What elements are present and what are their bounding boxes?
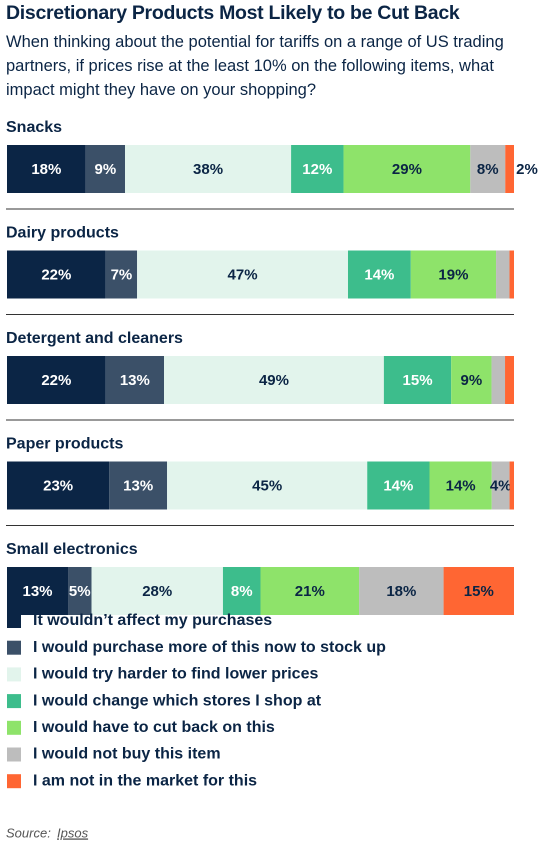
- category-label: Small electronics: [6, 541, 138, 558]
- data-label: 14%: [383, 477, 413, 494]
- legend-label: I am not in the market for this: [33, 772, 257, 789]
- data-label: 5%: [69, 583, 91, 600]
- bar-segment: [7, 356, 106, 404]
- category-label: Detergent and cleaners: [6, 330, 183, 347]
- bar-segment: [443, 567, 514, 615]
- data-label: 29%: [392, 161, 422, 178]
- category-label: Dairy products: [6, 225, 119, 242]
- bar-segment: [167, 461, 368, 510]
- data-label: 49%: [259, 372, 289, 389]
- legend-label: It wouldn’t affect my purchases: [33, 612, 272, 629]
- legend-swatch: [7, 747, 21, 762]
- bar-segment: [7, 250, 106, 299]
- data-label: 22%: [41, 372, 71, 389]
- legend-swatch: [7, 667, 21, 682]
- data-label: 12%: [302, 161, 332, 178]
- bar-segment: [505, 145, 514, 193]
- bar-segment: [7, 461, 110, 510]
- bar-segment: [410, 250, 497, 299]
- legend-swatch: [7, 640, 21, 655]
- legend-label: I would not buy this item: [33, 746, 221, 763]
- bar-segment: [509, 250, 514, 299]
- bar-segment: [343, 145, 471, 193]
- data-label: 14%: [446, 477, 476, 494]
- legend-label: I would have to cut back on this: [33, 719, 275, 736]
- bar-segment: [105, 250, 138, 299]
- category-label: Snacks: [6, 119, 62, 136]
- data-label: 8%: [477, 161, 499, 178]
- bar-segment: [470, 145, 506, 193]
- bar-segment: [383, 356, 452, 404]
- bar-segment: [260, 567, 360, 615]
- data-label: 9%: [94, 161, 116, 178]
- data-label: 22%: [41, 266, 71, 283]
- data-label: 8%: [231, 583, 253, 600]
- legend-swatch: [7, 720, 21, 735]
- bar-segment: [491, 461, 510, 510]
- category-label: Paper products: [6, 436, 123, 453]
- bar-segment: [164, 356, 384, 404]
- legend-swatch: [7, 694, 21, 709]
- data-label: 18%: [386, 583, 416, 600]
- bar-segment: [347, 250, 411, 299]
- bar-segment: [496, 250, 510, 299]
- bar-segment: [509, 461, 514, 510]
- bar-segment: [7, 567, 69, 615]
- legend-swatch: [7, 614, 21, 628]
- bar-segment: [137, 250, 348, 299]
- data-label: 14%: [364, 266, 394, 283]
- data-label: 18%: [31, 161, 61, 178]
- bar-segment: [505, 356, 514, 404]
- bar-segment: [7, 145, 86, 193]
- data-label: 45%: [252, 477, 282, 494]
- bar-segment: [68, 567, 92, 615]
- data-label: 21%: [295, 583, 325, 600]
- bar-segment: [222, 567, 261, 615]
- legend-swatch: [7, 774, 21, 789]
- bar-segment: [85, 145, 126, 193]
- data-label: 47%: [228, 266, 258, 283]
- data-label: 38%: [193, 161, 223, 178]
- bar-segment: [105, 356, 165, 404]
- data-label: 15%: [464, 583, 494, 600]
- data-label: 7%: [111, 266, 133, 283]
- data-label: 13%: [22, 583, 52, 600]
- data-label: 23%: [43, 477, 73, 494]
- bar-segment: [91, 567, 223, 615]
- bar-segment: [491, 356, 506, 404]
- bar-segment: [367, 461, 430, 510]
- data-label: 13%: [120, 372, 150, 389]
- chart-subtitle: When thinking about the potential for ta…: [6, 33, 504, 99]
- chart-title: Discretionary Products Most Likely to be…: [6, 2, 460, 24]
- source-label: Source:: [6, 825, 51, 840]
- legend-label: I would purchase more of this now to sto…: [33, 639, 386, 656]
- legend-label: I would change which stores I shop at: [33, 692, 322, 709]
- data-label: 9%: [461, 372, 483, 389]
- bar-segment: [451, 356, 492, 404]
- bar-segment: [359, 567, 444, 615]
- source: Ipsos: [57, 825, 89, 840]
- legend-label: I would try harder to find lower prices: [33, 666, 318, 683]
- bar-segment: [125, 145, 292, 193]
- data-label: 15%: [403, 372, 433, 389]
- data-label: 4%: [490, 477, 512, 494]
- bar-segment: [291, 145, 344, 193]
- data-label: 2%: [516, 161, 538, 178]
- data-label: 19%: [438, 266, 468, 283]
- data-label: 13%: [123, 477, 153, 494]
- bar-segment: [109, 461, 168, 510]
- data-label: 28%: [142, 583, 172, 600]
- bar-segment: [429, 461, 492, 510]
